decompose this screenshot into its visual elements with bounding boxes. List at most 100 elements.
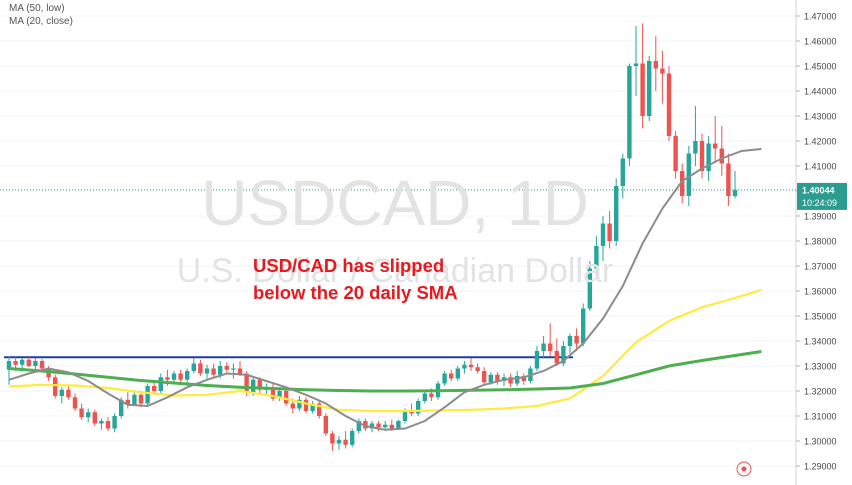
candle-body [53, 377, 58, 396]
candle-body [627, 66, 632, 159]
candle-body [330, 433, 335, 444]
y-tick-label: 1.32000 [804, 387, 837, 397]
candle-body [620, 158, 625, 186]
candle-body [508, 377, 513, 384]
grid-lines [0, 15, 796, 467]
candle-body [468, 364, 474, 368]
candle-body [310, 403, 315, 411]
candle-body [554, 351, 559, 364]
y-tick-label: 1.41000 [804, 162, 837, 172]
ma-50-low-line [8, 350, 762, 393]
legend-ma-low[interactable]: MA (50, low) [9, 3, 65, 14]
watermark-symbol: USDCAD, 1D [201, 167, 589, 239]
price-axis[interactable]: 1.29000 1.30000 1.31000 1.32000 1.33000 1.340… [795, 0, 837, 485]
candle-body [442, 373, 447, 384]
candle-body [376, 423, 381, 428]
candle-body [277, 391, 282, 399]
last-price-marker: 1.40044 10:24:09 [0, 182, 847, 210]
candle-body [666, 73, 672, 136]
moving-averages [8, 148, 762, 431]
candle-body [541, 343, 546, 351]
candle-body [132, 394, 137, 405]
candle-body [686, 153, 691, 196]
candle-body [237, 368, 243, 374]
y-tick-label: 1.31000 [804, 412, 837, 422]
candle-body [218, 366, 223, 375]
candle-body [475, 367, 480, 371]
candle-body [185, 371, 190, 380]
candle-body [587, 268, 592, 309]
annotation-line-2: below the 20 daily SMA [253, 282, 458, 303]
candle-body [693, 141, 698, 154]
y-tick-label: 1.43000 [804, 112, 837, 122]
candle-body [726, 163, 731, 196]
candle-body [99, 421, 104, 424]
candle-body [191, 363, 196, 371]
candle-body [534, 351, 540, 369]
candle-body [211, 368, 216, 375]
candle-body [680, 171, 685, 196]
countdown-label: 10:24:09 [802, 198, 837, 208]
y-tick-label: 1.36000 [804, 287, 837, 297]
watermark-name: U.S. Dollar / Canadian Dollar [176, 252, 614, 290]
candle-body [647, 61, 652, 116]
candle-body [614, 186, 619, 241]
y-tick-label: 1.46000 [804, 37, 837, 47]
y-tick-label: 1.34000 [804, 337, 837, 347]
candle-body [699, 141, 705, 171]
candle-body [574, 336, 579, 344]
chart-annotation: USD/CAD has slipped below the 20 daily S… [253, 252, 458, 306]
last-price-tag [797, 182, 847, 210]
candle-body [270, 387, 276, 399]
y-tick-label: 1.44000 [804, 87, 837, 97]
candle-body [224, 366, 229, 370]
y-tick-label: 1.47000 [804, 12, 837, 22]
candle-body [165, 377, 170, 380]
candle-body [521, 376, 526, 381]
candle-body [257, 379, 262, 390]
candle-body [594, 246, 599, 269]
y-tick-label: 1.37000 [804, 262, 837, 272]
candle-body [495, 374, 500, 381]
legend-ma-close[interactable]: MA (20, close) [9, 16, 73, 27]
candle-body [389, 424, 394, 429]
candle-body [356, 421, 361, 431]
candle-body [171, 373, 177, 380]
candle-body [59, 389, 64, 396]
candle-body [125, 399, 130, 405]
candle-body [633, 63, 639, 66]
candle-body [79, 408, 84, 418]
y-tick-label: 1.42000 [804, 137, 837, 147]
candle-body [449, 373, 454, 379]
candle-body [105, 421, 111, 429]
candle-body [244, 373, 249, 393]
candle-body [567, 336, 573, 346]
candle-body [673, 136, 678, 171]
candle-body [600, 223, 606, 246]
candle-body [6, 361, 12, 370]
candle-body [640, 63, 645, 116]
candle-body [383, 424, 388, 428]
candle-body [198, 363, 203, 374]
candle-body [178, 373, 183, 380]
logo-dot [741, 466, 747, 472]
candle-body [323, 416, 328, 434]
tradingview-logo-icon[interactable] [736, 461, 752, 477]
candle-body [231, 368, 236, 370]
candle-body [343, 439, 348, 445]
candlesticks [6, 23, 738, 451]
candle-body [119, 399, 124, 416]
candle-body [86, 412, 91, 418]
candle-body [462, 364, 467, 369]
y-tick-label: 1.38000 [804, 237, 837, 247]
candle-body [26, 359, 31, 366]
candle-body [336, 439, 342, 444]
annotation-line-1: USD/CAD has slipped [253, 255, 445, 276]
candle-body [653, 61, 658, 69]
y-tick-label: 1.35000 [804, 312, 837, 322]
candle-body [660, 68, 665, 74]
candle-body [488, 374, 493, 383]
candle-body [317, 403, 322, 416]
candle-body [138, 394, 144, 404]
